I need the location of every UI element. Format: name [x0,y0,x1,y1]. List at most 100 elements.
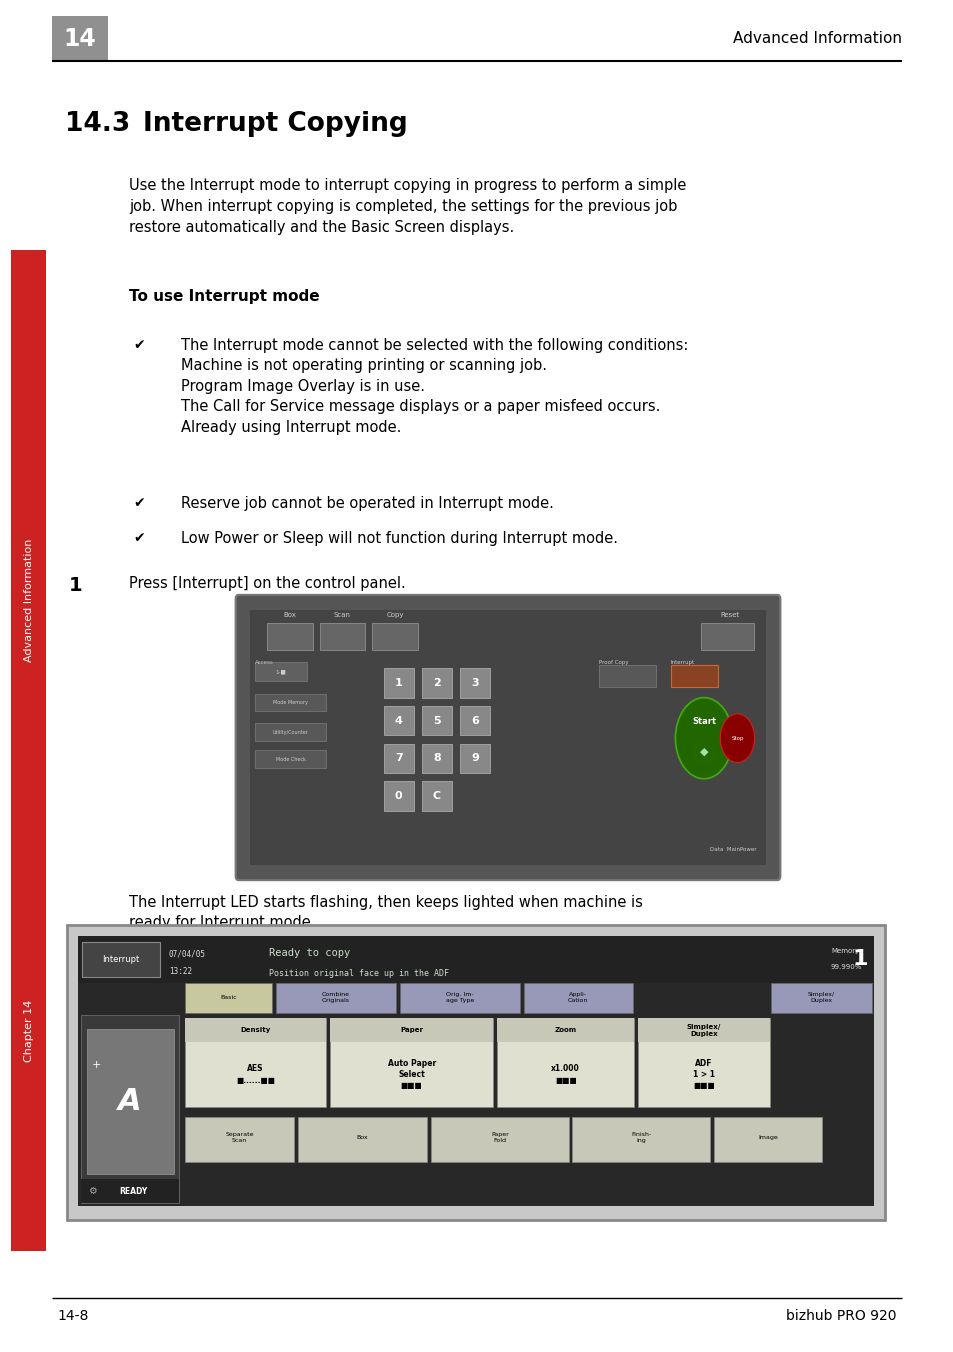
Text: ✔: ✔ [133,531,145,545]
Text: Basic: Basic [220,995,236,1000]
Text: Low Power or Sleep will not function during Interrupt mode.: Low Power or Sleep will not function dur… [181,531,618,546]
Text: Reserve job cannot be operated in Interrupt mode.: Reserve job cannot be operated in Interr… [181,496,554,511]
Bar [572,1117,709,1163]
Bar [421,744,452,773]
Text: Access: Access [254,660,274,665]
Text: Use the Interrupt mode to interrupt copying in progress to perform a simple
job.: Use the Interrupt mode to interrupt copy… [129,178,685,235]
Text: Interrupt: Interrupt [102,956,140,964]
Text: Separate
Scan: Separate Scan [225,1132,253,1142]
Bar [383,706,414,735]
Text: C: C [433,791,440,802]
Text: Simplex/
Duplex: Simplex/ Duplex [686,1023,720,1037]
Bar [713,1117,821,1163]
Bar [254,662,307,681]
Bar [383,781,414,811]
Text: Paper
Fold: Paper Fold [491,1132,508,1142]
Text: 6: 6 [471,715,478,726]
Text: Advanced Information: Advanced Information [732,31,901,46]
Text: x1.000
■■■: x1.000 ■■■ [551,1064,579,1084]
Text: Interrupt Copying: Interrupt Copying [143,111,408,137]
Text: A: A [118,1087,142,1115]
Text: The Interrupt LED starts flashing, then keeps lighted when machine is
ready for : The Interrupt LED starts flashing, then … [129,895,642,950]
Text: 2: 2 [433,677,440,688]
Text: Utility/Counter: Utility/Counter [273,730,308,734]
Bar [497,1018,634,1106]
Text: Scan: Scan [334,612,351,618]
Text: Start: Start [691,718,716,726]
Text: Chapter 14: Chapter 14 [24,999,33,1061]
Text: +: + [91,1060,101,1069]
Bar [185,983,272,1013]
Text: Image: Image [758,1136,777,1140]
Bar [250,610,765,865]
Bar [638,1018,769,1106]
Text: Appli-
Cation: Appli- Cation [567,992,588,1003]
Bar [459,706,490,735]
Text: Auto Paper
Select
■■■: Auto Paper Select ■■■ [387,1059,436,1090]
Text: Finish-
ing: Finish- ing [630,1132,651,1142]
Bar [275,983,395,1013]
Text: 07/04/05: 07/04/05 [169,949,206,959]
Bar [383,744,414,773]
Bar [297,1117,427,1163]
Text: 1: 1 [69,576,82,595]
Text: 0: 0 [395,791,402,802]
Bar [372,623,417,650]
Bar [383,668,414,698]
Bar [87,1029,173,1174]
Text: READY: READY [119,1187,148,1195]
Circle shape [675,698,732,779]
Bar [700,623,753,650]
Text: bizhub PRO 920: bizhub PRO 920 [785,1309,896,1322]
Bar [185,1117,294,1163]
Bar [67,925,884,1220]
Text: ADF
1 > 1
■■■: ADF 1 > 1 ■■■ [692,1059,715,1090]
Text: 8: 8 [433,753,440,764]
Text: 1-■: 1-■ [275,669,286,675]
Text: Stop: Stop [730,735,743,741]
Bar [459,668,490,698]
Text: Reset: Reset [720,612,739,618]
Text: ✔: ✔ [133,338,145,352]
Bar [319,623,365,650]
Text: Combine
Originals: Combine Originals [321,992,350,1003]
Bar [82,942,160,977]
Text: Copy: Copy [386,612,403,618]
Bar [670,665,718,687]
Text: AES
■......■■: AES ■......■■ [236,1064,274,1084]
FancyBboxPatch shape [235,595,780,880]
Text: To use Interrupt mode: To use Interrupt mode [129,289,319,304]
Bar [11,250,46,1251]
Bar [52,16,108,61]
Bar [81,1015,179,1203]
Bar [330,1018,493,1042]
Text: 1: 1 [395,677,402,688]
Text: 13:22: 13:22 [169,967,192,976]
Text: Zoom: Zoom [554,1028,577,1033]
Bar [421,706,452,735]
Text: ◆: ◆ [700,746,707,757]
Text: Orig. Im-
age Type: Orig. Im- age Type [445,992,474,1003]
Text: Proof Copy: Proof Copy [598,660,628,665]
Text: Advanced Information: Advanced Information [24,538,33,662]
Text: Mode Check: Mode Check [275,757,305,761]
Text: 5: 5 [433,715,440,726]
Text: 99.990%: 99.990% [830,964,862,969]
Text: Box: Box [283,612,296,618]
Bar [330,1018,493,1106]
Text: ⚙: ⚙ [88,1186,97,1197]
Text: Position original face up in the ADF: Position original face up in the ADF [269,969,449,979]
Text: Paper: Paper [399,1028,423,1033]
Text: 3: 3 [471,677,478,688]
Text: 14.3: 14.3 [65,111,130,137]
Text: 7: 7 [395,753,402,764]
Text: Simplex/
Duplex: Simplex/ Duplex [807,992,834,1003]
Text: 14: 14 [64,27,96,50]
Text: 9: 9 [471,753,478,764]
Text: 4: 4 [395,715,402,726]
Bar [598,665,656,687]
Bar [185,1018,326,1106]
Bar [459,744,490,773]
Bar [421,781,452,811]
Circle shape [720,714,754,763]
